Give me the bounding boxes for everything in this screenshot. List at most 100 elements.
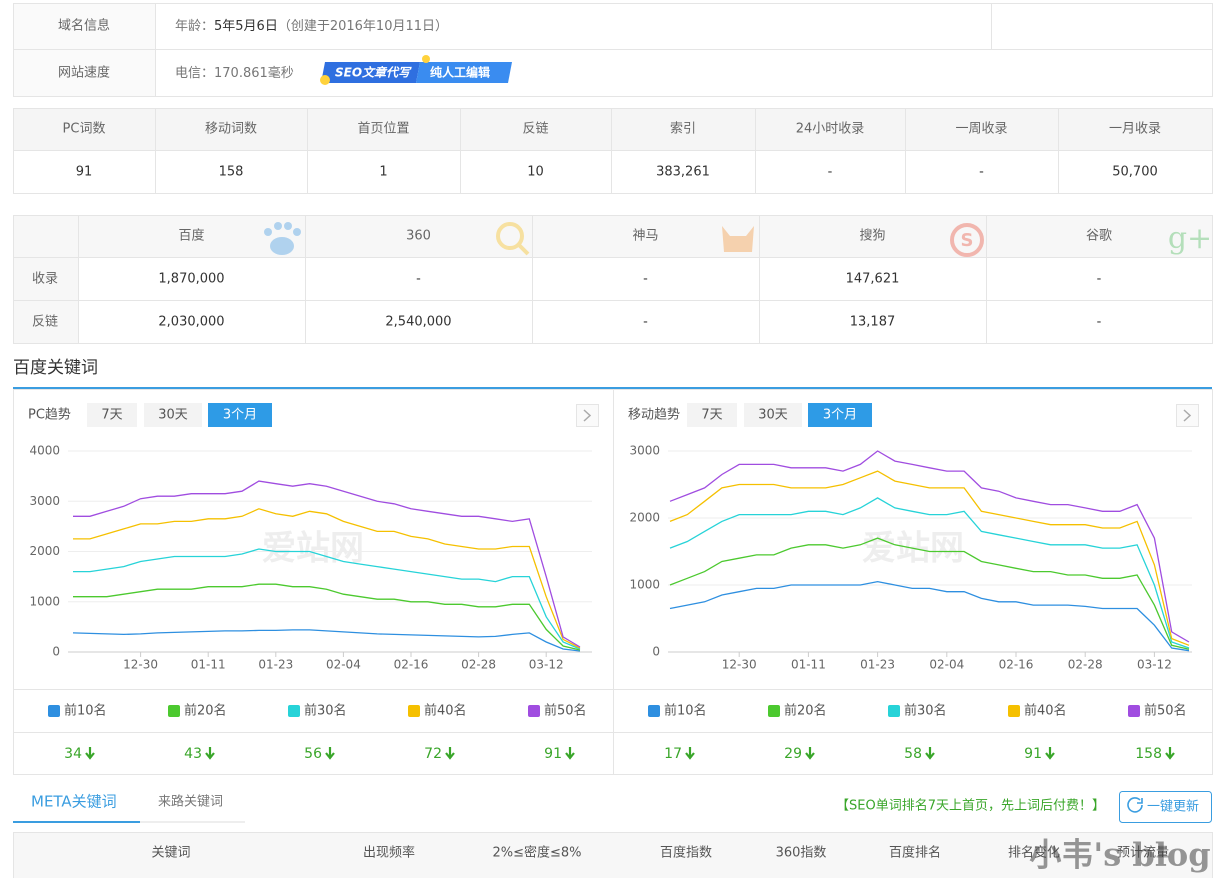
x-tick-label: 03-12 (529, 658, 564, 672)
series-line (669, 580, 1190, 652)
engine-header: 百度 (178, 228, 204, 244)
keyword-header: 百度指数 (660, 845, 712, 861)
cell-bg (14, 109, 1212, 150)
chevron (583, 409, 592, 422)
x-tick-label: 12-30 (722, 658, 757, 672)
info-part: 年龄： (175, 19, 214, 34)
x-tick-label: 01-23 (860, 658, 895, 672)
keyword-header: 360指数 (776, 846, 827, 861)
watermark: 小韦's blog (1029, 836, 1210, 874)
range-label: 3个月 (823, 408, 857, 423)
legend-label: 前50名 (1144, 703, 1187, 719)
stats-value: 383,261 (656, 165, 710, 180)
legend-swatch (408, 705, 420, 717)
legend-count: 43 (184, 746, 202, 762)
engine-icons: S g+ (264, 221, 1212, 257)
next-button[interactable] (1176, 404, 1199, 427)
range-label: 7天 (101, 408, 122, 423)
stats-value: - (828, 165, 833, 180)
range-label: 30天 (758, 408, 788, 423)
legend-count: 91 (1024, 746, 1042, 762)
cell-bg (14, 216, 78, 343)
series-line (73, 508, 581, 649)
series-line (669, 537, 1190, 650)
legend-label: 前40名 (1024, 703, 1067, 719)
tab[interactable]: META关键词 (31, 793, 117, 811)
engine-value: 2,030,000 (158, 315, 224, 330)
legend-label: 前30名 (304, 703, 347, 719)
legend-swatch (288, 705, 300, 717)
stats-value: - (979, 165, 984, 180)
x-tick-label: 12-30 (123, 658, 158, 672)
engine-value: - (643, 272, 648, 287)
x-tick-label: 02-04 (326, 658, 361, 672)
engine-value: 1,870,000 (158, 272, 224, 287)
y-tick-label: 2000 (629, 511, 660, 525)
stats-value: 10 (527, 165, 544, 180)
legend-count: 58 (904, 746, 922, 762)
engine-value: 147,621 (846, 272, 900, 287)
engine-value: 2,540,000 (385, 315, 451, 330)
range-button[interactable] (808, 403, 872, 427)
cell-bg (14, 216, 1212, 257)
legend-count: 56 (304, 746, 322, 762)
stats-header: 24小时收录 (796, 122, 865, 137)
info-part: 电信：170.861毫秒 (175, 65, 294, 81)
range-button[interactable] (87, 403, 137, 427)
keyword-header: 百度排名 (889, 845, 941, 861)
y-tick-label: 0 (652, 645, 660, 659)
y-tick-label: 1000 (29, 594, 60, 608)
range-button[interactable] (144, 403, 202, 427)
keyword-header: 关键词 (151, 846, 190, 861)
x-tick-label: 02-16 (999, 658, 1034, 672)
range-label: 3个月 (223, 408, 257, 423)
range-label: 30天 (158, 408, 188, 423)
legend-count: 158 (1135, 746, 1162, 762)
legend-count: 91 (544, 746, 562, 762)
engine-value: - (416, 272, 421, 287)
x-tick-label: 02-16 (394, 658, 429, 672)
series-line (669, 450, 1190, 643)
down-arrow (925, 747, 935, 760)
stats-header: 一月收录 (1109, 122, 1161, 137)
engine-value: 13,187 (850, 315, 896, 330)
x-tick-label: 02-28 (461, 658, 496, 672)
legend-count: 72 (424, 746, 442, 762)
x-tick-label: 01-11 (191, 658, 226, 672)
chart-title: 移动趋势 (628, 407, 680, 423)
x-tick-label: 01-23 (258, 658, 293, 672)
engine-row-label: 反链 (32, 315, 58, 330)
down-arrow (325, 747, 335, 760)
chart-title: PC趋势 (28, 407, 71, 423)
range-label: 7天 (701, 408, 722, 423)
y-tick-label: 3000 (629, 444, 660, 458)
legend-label: 前10名 (664, 703, 707, 719)
stats-value: 91 (76, 165, 93, 180)
stats-value: 50,700 (1112, 165, 1158, 180)
tab[interactable]: 来路关键词 (158, 794, 223, 810)
legend-label: 前40名 (424, 703, 467, 719)
engine-header: 搜狗 (859, 229, 885, 244)
chevron (1183, 409, 1192, 422)
down-arrow (805, 747, 815, 760)
stats-header: 索引 (670, 122, 696, 137)
range-button[interactable] (208, 403, 272, 427)
legend-label: 前10名 (64, 703, 107, 719)
down-arrow (205, 747, 215, 760)
promo: 【SEO单词排名7天上首页，先上词后付费！】 (836, 798, 1105, 814)
legend-swatch (768, 705, 780, 717)
range-button[interactable] (687, 403, 737, 427)
stats-header: 反链 (522, 122, 548, 137)
series-line (73, 583, 581, 651)
legend-swatch (168, 705, 180, 717)
stats-value: 1 (379, 165, 387, 180)
engine-value: - (1097, 272, 1102, 287)
range-button[interactable] (744, 403, 802, 427)
y-tick-label: 0 (52, 645, 60, 659)
x-tick-label: 01-11 (791, 658, 826, 672)
legend-count: 34 (64, 746, 82, 762)
engine-value: - (1097, 315, 1102, 330)
y-tick-label: 1000 (629, 578, 660, 592)
refresh-icon (1127, 797, 1143, 813)
next-button[interactable] (576, 404, 599, 427)
